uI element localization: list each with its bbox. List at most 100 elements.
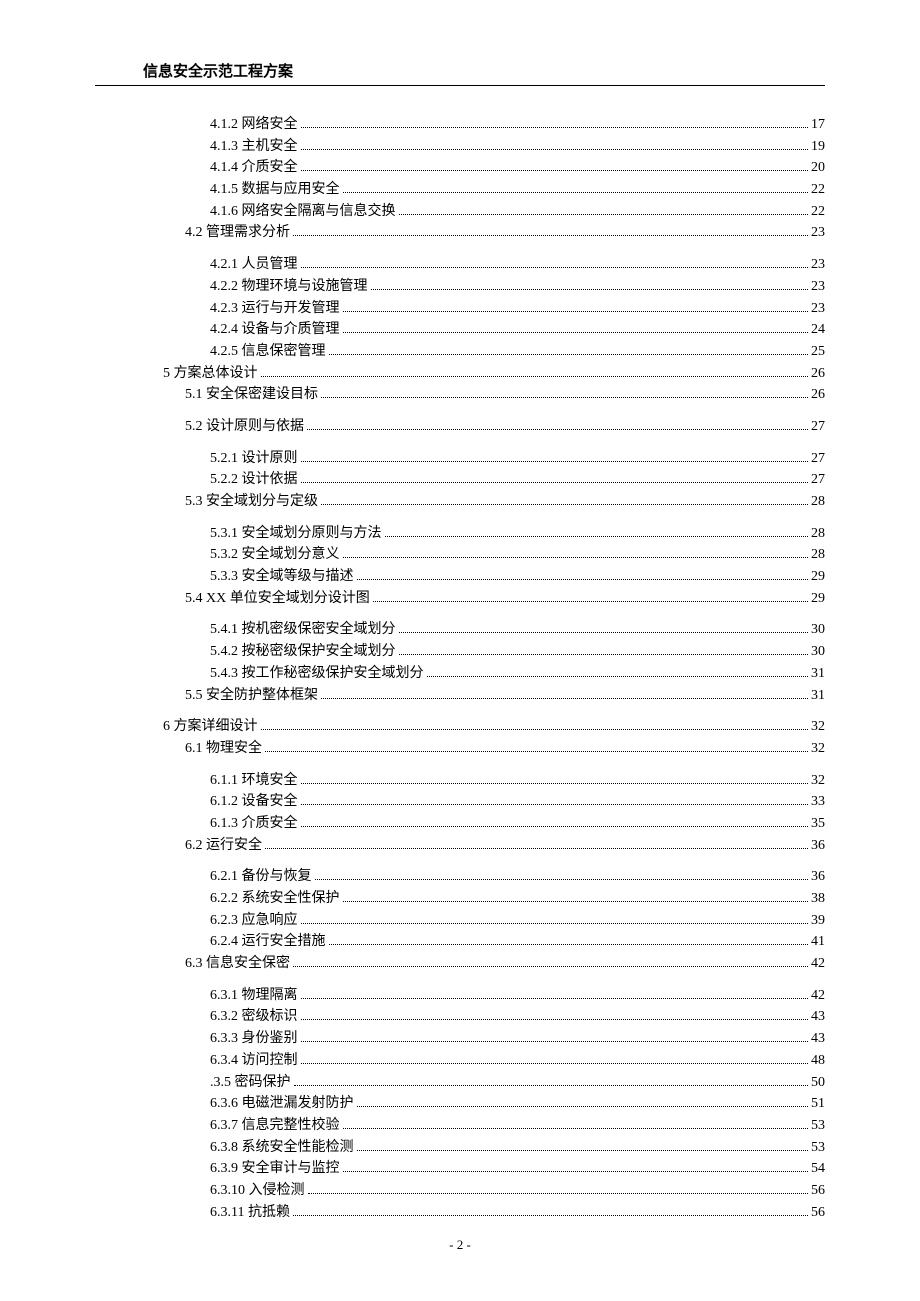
toc-gap — [95, 513, 825, 523]
toc-entry-page: 41 — [811, 931, 825, 953]
toc-entry-label: 4.1.5 数据与应用安全 — [210, 179, 340, 201]
toc-leader-dots — [293, 966, 808, 967]
toc-entry-page: 22 — [811, 179, 825, 201]
toc-entry-label: 6.3.8 系统安全性能检测 — [210, 1137, 354, 1159]
toc-entry-page: 28 — [811, 523, 825, 545]
toc-entry-label: 5.2.2 设计依据 — [210, 469, 298, 491]
toc-entry: 6.1.2 设备安全 33 — [95, 791, 825, 813]
toc-entry-label: 5 方案总体设计 — [163, 363, 258, 385]
toc-entry-page: 43 — [811, 1006, 825, 1028]
toc-leader-dots — [301, 482, 809, 483]
toc-leader-dots — [293, 1215, 808, 1216]
toc-entry-label: 6.3.7 信息完整性校验 — [210, 1115, 340, 1137]
toc-entry-label: 4.2 管理需求分析 — [185, 222, 290, 244]
toc-leader-dots — [343, 1171, 809, 1172]
toc-leader-dots — [265, 751, 808, 752]
toc-entry-label: 6.3.6 电磁泄漏发射防护 — [210, 1093, 354, 1115]
toc-entry-label: 6.3.1 物理隔离 — [210, 985, 298, 1007]
toc-entry: 6.2.2 系统安全性保护38 — [95, 888, 825, 910]
toc-entry-label: 4.1.4 介质安全 — [210, 157, 298, 179]
toc-leader-dots — [265, 848, 808, 849]
toc-entry: 5.3 安全域划分与定级28 — [95, 491, 825, 513]
toc-entry-page: 33 — [811, 791, 825, 813]
toc-leader-dots — [427, 676, 809, 677]
toc-entry: 6.1 物理安全 32 — [95, 738, 825, 760]
toc-entry-page: 54 — [811, 1158, 825, 1180]
toc-gap — [95, 406, 825, 416]
toc-entry-page: 23 — [811, 298, 825, 320]
toc-leader-dots — [399, 632, 809, 633]
toc-entry-page: 51 — [811, 1093, 825, 1115]
toc-entry-label: 5.3.2 安全域划分意义 — [210, 544, 340, 566]
toc-leader-dots — [308, 1193, 809, 1194]
toc-entry-label: 5.4 XX 单位安全域划分设计图 — [185, 588, 370, 610]
toc-gap — [95, 975, 825, 985]
toc-entry-label: 6.3.2 密级标识 — [210, 1006, 298, 1028]
toc-entry: 4.1.5 数据与应用安全 22 — [95, 179, 825, 201]
toc-entry-page: 29 — [811, 588, 825, 610]
toc-entry: 5.4.1 按机密级保密安全域划分30 — [95, 619, 825, 641]
toc-entry-page: 35 — [811, 813, 825, 835]
toc-entry: 5.2 设计原则与依据27 — [95, 416, 825, 438]
toc-entry-label: 6 方案详细设计 — [163, 716, 258, 738]
toc-leader-dots — [301, 1063, 809, 1064]
toc-entry-label: 6.1.2 设备安全 — [210, 791, 298, 813]
toc-entry-label: 5.4.2 按秘密级保护安全域划分 — [210, 641, 396, 663]
toc-leader-dots — [261, 729, 809, 730]
toc-entry-label: 5.4.1 按机密级保密安全域划分 — [210, 619, 396, 641]
toc-entry-label: 4.2.1 人员管理 — [210, 254, 298, 276]
toc-entry-label: 6.3.3 身份鉴别 — [210, 1028, 298, 1050]
toc-leader-dots — [343, 192, 809, 193]
toc-leader-dots — [343, 332, 809, 333]
toc-entry-label: 4.2.2 物理环境与设施管理 — [210, 276, 368, 298]
toc-leader-dots — [399, 654, 809, 655]
toc-entry-page: 31 — [811, 663, 825, 685]
toc-leader-dots — [301, 461, 809, 462]
toc-leader-dots — [301, 1019, 809, 1020]
toc-leader-dots — [301, 127, 809, 128]
toc-leader-dots — [321, 397, 808, 398]
toc-entry-page: 32 — [811, 716, 825, 738]
toc-entry: 5.4.2 按秘密级保护安全域划分30 — [95, 641, 825, 663]
toc-entry-page: 36 — [811, 835, 825, 857]
toc-entry-page: 32 — [811, 738, 825, 760]
toc-entry-label: 4.2.3 运行与开发管理 — [210, 298, 340, 320]
toc-entry: 6.1.1 环境安全32 — [95, 770, 825, 792]
toc-entry-label: 4.1.6 网络安全隔离与信息交换 — [210, 201, 396, 223]
toc-entry-page: 23 — [811, 254, 825, 276]
toc-entry-page: 28 — [811, 491, 825, 513]
toc-entry: 4.2.2 物理环境与设施管理23 — [95, 276, 825, 298]
toc-entry: 6.2.1 备份与恢复36 — [95, 866, 825, 888]
toc-entry-page: 17 — [811, 114, 825, 136]
toc-leader-dots — [301, 783, 809, 784]
toc-leader-dots — [301, 826, 809, 827]
toc-entry-label: 5.5 安全防护整体框架 — [185, 685, 318, 707]
toc-leader-dots — [294, 1085, 809, 1086]
toc-entry-label: .3.5 密码保护 — [210, 1072, 291, 1094]
toc-entry-page: 48 — [811, 1050, 825, 1072]
toc-entry: 4.1.4 介质安全 20 — [95, 157, 825, 179]
toc-gap — [95, 438, 825, 448]
toc-entry: 4.2 管理需求分析23 — [95, 222, 825, 244]
toc-entry-page: 20 — [811, 157, 825, 179]
toc-entry-page: 24 — [811, 319, 825, 341]
toc-leader-dots — [301, 923, 809, 924]
toc-gap — [95, 244, 825, 254]
toc-entry-label: 4.1.3 主机安全 — [210, 136, 298, 158]
toc-entry-label: 6.1 物理安全 — [185, 738, 262, 760]
toc-entry-label: 5.2 设计原则与依据 — [185, 416, 304, 438]
toc-entry: 6.2 运行安全36 — [95, 835, 825, 857]
toc-entry: 4.1.6 网络安全隔离与信息交换22 — [95, 201, 825, 223]
toc-leader-dots — [329, 944, 809, 945]
toc-entry-page: 26 — [811, 384, 825, 406]
toc-entry-label: 4.2.4 设备与介质管理 — [210, 319, 340, 341]
toc-entry: 6.3.6 电磁泄漏发射防护 51 — [95, 1093, 825, 1115]
toc-leader-dots — [321, 504, 808, 505]
toc-entry-page: 29 — [811, 566, 825, 588]
toc-entry-page: 56 — [811, 1180, 825, 1202]
toc-entry-page: 56 — [811, 1202, 825, 1224]
toc-entry-page: 38 — [811, 888, 825, 910]
toc-leader-dots — [385, 536, 809, 537]
toc-entry-page: 26 — [811, 363, 825, 385]
toc-entry: 4.2.1 人员管理 23 — [95, 254, 825, 276]
